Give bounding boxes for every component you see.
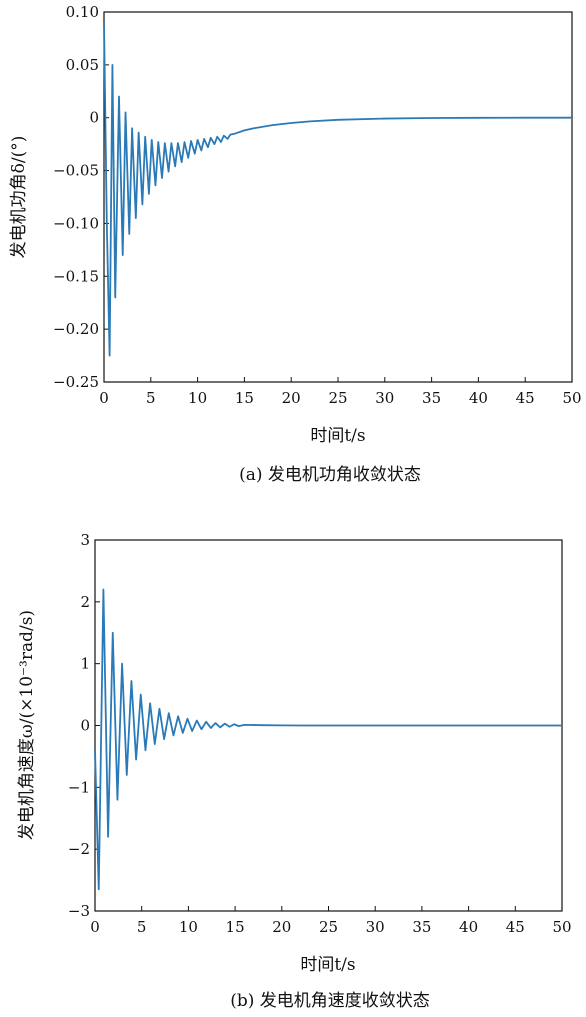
chart-b-x-tick-label: 50 [552,918,571,936]
chart-b-x-tick-label: 15 [226,918,245,936]
chart-b-y-tick-label: 3 [80,531,90,549]
chart-a-y-tick-label: −0.25 [53,373,99,391]
chart-a: 0 5 10 15 20 25 30 35 40 45 50 0.10 0.05 0 −0.05 −0.10 −… [9,3,582,485]
chart-a-y-tick-label: −0.15 [53,267,99,285]
chart-a-ticks: 0 5 10 15 20 25 30 35 40 45 50 0.10 0.05 0 −0.05 −0.10 −… [53,3,582,407]
chart-a-y-tick-label: 0 [89,109,99,127]
chart-b-x-tick-label: 0 [90,918,100,936]
chart-b-y-tick-label: −1 [68,778,90,796]
chart-a-x-tick-label: 50 [562,389,581,407]
chart-a-caption: (a) 发电机功角收敛状态 [239,465,421,485]
chart-a-x-tick-label: 45 [516,389,535,407]
chart-b-x-tick-label: 5 [137,918,147,936]
chart-a-x-tick-label: 25 [328,389,347,407]
chart-b-y-tick-label: 0 [80,717,90,735]
chart-a-y-tick-label: 0.05 [66,56,99,74]
chart-b-series-line [94,588,562,891]
chart-a-y-tick-label: −0.10 [53,214,99,232]
chart-a-x-tick-label: 35 [422,389,441,407]
chart-a-series-line [103,22,572,357]
chart-a-x-tick-label: 15 [235,389,254,407]
chart-a-x-tick-label: 20 [282,389,301,407]
chart-b-x-tick-label: 30 [366,918,385,936]
chart-a-xlabel: 时间t/s [310,426,365,446]
chart-a-x-tick-label: 40 [469,389,488,407]
chart-b-caption: (b) 发电机角速度收敛状态 [230,991,430,1011]
chart-b-y-tick-label: 2 [80,593,90,611]
chart-a-ylabel: 发电机功角δ/(°) [9,136,29,259]
chart-a-x-tick-label: 30 [375,389,394,407]
chart-b-xlabel: 时间t/s [300,955,355,975]
chart-b-ylabel: 发电机角速度ω/(×10⁻³rad/s) [17,610,37,840]
chart-b-x-tick-label: 25 [319,918,338,936]
chart-b-x-tick-label: 40 [459,918,478,936]
chart-b-y-tick-label: 1 [80,655,90,673]
chart-b-x-tick-label: 10 [179,918,198,936]
chart-b-y-tick-label: −2 [68,840,90,858]
chart-b-x-tick-label: 20 [272,918,291,936]
chart-b-x-tick-label: 45 [506,918,525,936]
chart-a-x-tick-label: 10 [188,389,207,407]
chart-a-axes-frame [103,11,573,383]
chart-b-x-tick-label: 35 [412,918,431,936]
chart-b-y-tick-label: −3 [68,902,90,920]
chart-a-y-tick-label: −0.05 [53,162,99,180]
chart-a-y-tick-label: 0.10 [66,3,99,21]
chart-a-x-tick-label: 5 [146,389,156,407]
chart-a-y-tick-label: −0.20 [53,320,99,338]
chart-a-x-tick-label: 0 [99,389,109,407]
